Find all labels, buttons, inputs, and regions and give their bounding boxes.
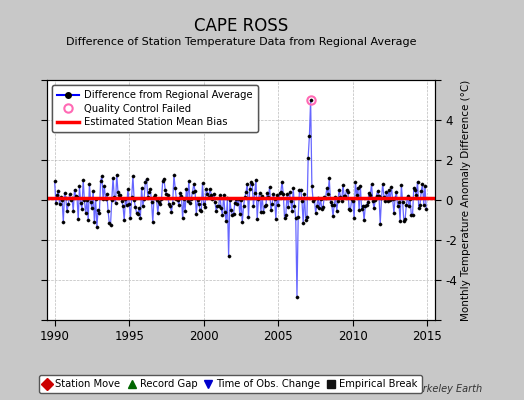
Legend: Station Move, Record Gap, Time of Obs. Change, Empirical Break: Station Move, Record Gap, Time of Obs. C…	[39, 375, 422, 393]
Text: Difference of Station Temperature Data from Regional Average: Difference of Station Temperature Data f…	[66, 37, 416, 47]
Legend: Difference from Regional Average, Quality Control Failed, Estimated Station Mean: Difference from Regional Average, Qualit…	[52, 85, 258, 132]
Text: Berkeley Earth: Berkeley Earth	[410, 384, 482, 394]
Y-axis label: Monthly Temperature Anomaly Difference (°C): Monthly Temperature Anomaly Difference (…	[461, 79, 472, 321]
Text: CAPE ROSS: CAPE ROSS	[194, 17, 288, 35]
